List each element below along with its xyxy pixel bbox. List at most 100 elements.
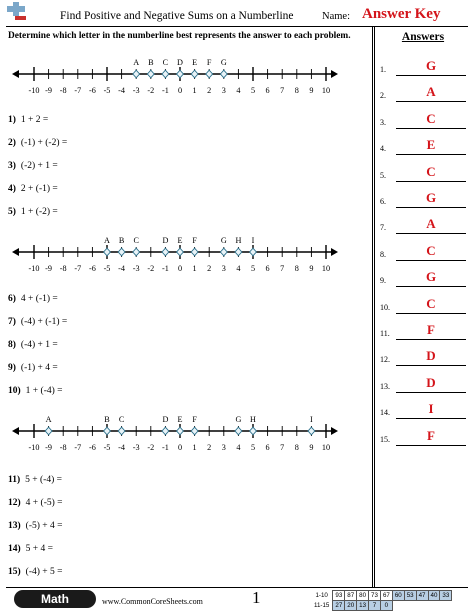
tick-label: -1 <box>162 264 169 273</box>
point-marker <box>205 69 214 79</box>
point-marker <box>175 247 185 257</box>
point-letter: A <box>46 415 52 424</box>
answer-number: 5. <box>380 170 386 180</box>
tick-label: 8 <box>295 264 299 273</box>
tick-label: 2 <box>207 264 211 273</box>
problem-item: 1) 1 + 2 = <box>8 115 48 125</box>
problem-text: (-1) + (-2) = <box>20 138 68 148</box>
answer-row: 5. C <box>380 161 468 183</box>
problem-number: 3) <box>8 161 16 171</box>
answer-number: 7. <box>380 223 386 233</box>
answer-line <box>396 286 466 288</box>
left-arrow-icon <box>12 70 19 78</box>
problem-item: 5) 1 + (-2) = <box>8 207 58 217</box>
problem-item: 15) (-4) + 5 = <box>8 567 63 577</box>
score-row: 1-10 93 87 80 73 67 60 53 47 40 33 <box>312 590 453 601</box>
answer-number: 13. <box>380 381 390 391</box>
answer-value: G <box>425 269 437 285</box>
problem-text: 5 + (-4) = <box>25 475 62 485</box>
tick-label: -2 <box>147 264 154 273</box>
footer-rule <box>6 587 468 588</box>
score-cell: 93 <box>332 590 346 601</box>
tick-label: 0 <box>178 443 182 452</box>
problem-number: 1) <box>8 115 16 125</box>
tick-label: -10 <box>29 264 40 273</box>
tick-label: 0 <box>178 86 182 95</box>
tick-label: -9 <box>45 443 52 452</box>
answer-row: 3. C <box>380 108 468 130</box>
problem-number: 14) <box>8 544 21 554</box>
tick-label: 1 <box>193 264 197 273</box>
point-letter: A <box>104 236 110 245</box>
tick-label: -6 <box>89 86 96 95</box>
tick-label: 3 <box>222 443 226 452</box>
answer-number: 6. <box>380 197 386 206</box>
problem-text: 4 + (-5) = <box>25 498 63 508</box>
answer-line <box>396 259 466 261</box>
problem-item: 13) (-5) + 4 = <box>8 521 63 531</box>
tick-label: -5 <box>104 264 111 273</box>
point-marker <box>161 426 170 436</box>
tick-label: -3 <box>133 443 140 452</box>
problem-text: 4 + (-1) = <box>20 294 58 304</box>
answer-line <box>396 75 466 76</box>
answer-key-label: Answer Key <box>362 6 441 22</box>
answer-line <box>396 233 466 235</box>
point-letter: B <box>104 415 110 424</box>
point-letter: B <box>148 58 154 67</box>
answer-value: A <box>426 216 436 232</box>
point-letter: F <box>207 58 212 67</box>
problem-item: 10) 1 + (-4) = <box>8 386 63 396</box>
problem-item: 4) 2 + (-1) = <box>8 184 58 194</box>
answer-number: 14. <box>380 408 390 418</box>
score-cell: 47 <box>415 590 429 601</box>
point-marker <box>248 426 258 436</box>
problem-item: 2) (-1) + (-2) = <box>8 138 67 148</box>
tick-label: 8 <box>295 86 299 95</box>
score-cell: 73 <box>368 590 381 601</box>
score-cell: 27 <box>332 600 346 611</box>
answer-value: I <box>428 401 434 417</box>
tick-label: -3 <box>133 86 140 95</box>
problem-number: 7) <box>8 317 16 327</box>
point-letter: B <box>119 236 125 245</box>
problem-text: (-5) + 4 = <box>25 521 63 531</box>
instructions: Determine which letter in the numberline… <box>8 31 351 41</box>
tick-label: 6 <box>266 443 270 452</box>
answer-number: 3. <box>380 117 386 127</box>
answer-row: 4. E <box>380 134 468 156</box>
answer-number: 8. <box>380 249 386 259</box>
point-marker <box>161 69 170 79</box>
score-cell: 0 <box>379 600 393 611</box>
tick-label: -3 <box>133 264 140 273</box>
score-cell: 67 <box>379 590 393 601</box>
score-row-label: 11-15 <box>314 602 330 609</box>
problem-number: 12) <box>8 498 21 508</box>
point-letter: C <box>119 415 125 424</box>
answer-line <box>396 312 466 314</box>
problem-text: (-4) + 5 = <box>25 567 63 577</box>
point-marker <box>102 247 112 257</box>
point-marker <box>132 69 141 79</box>
tick-label: -1 <box>162 86 169 95</box>
tick-label: 1 <box>193 86 197 95</box>
problem-number: 9) <box>8 363 16 373</box>
column-divider <box>372 27 375 588</box>
point-letter: F <box>192 236 197 245</box>
tick-label: 2 <box>207 86 211 95</box>
tick-label: 5 <box>251 443 255 452</box>
answer-row: 15. F <box>380 425 468 447</box>
problem-number: 5) <box>8 207 16 217</box>
point-marker <box>190 69 199 79</box>
point-letter: C <box>133 236 139 245</box>
tick-label: 10 <box>322 264 330 273</box>
answer-number: 2. <box>380 91 386 101</box>
answer-row: 2. A <box>380 81 468 103</box>
right-arrow-icon <box>331 248 338 256</box>
worksheet-title: Find Positive and Negative Sums on a Num… <box>60 10 294 22</box>
answer-number: 11. <box>380 329 390 338</box>
point-letter: G <box>221 58 227 67</box>
problem-item: 7) (-4) + (-1) = <box>8 317 67 327</box>
answer-number: 9. <box>380 276 386 286</box>
problem-item: 14) 5 + 4 = <box>8 544 53 554</box>
